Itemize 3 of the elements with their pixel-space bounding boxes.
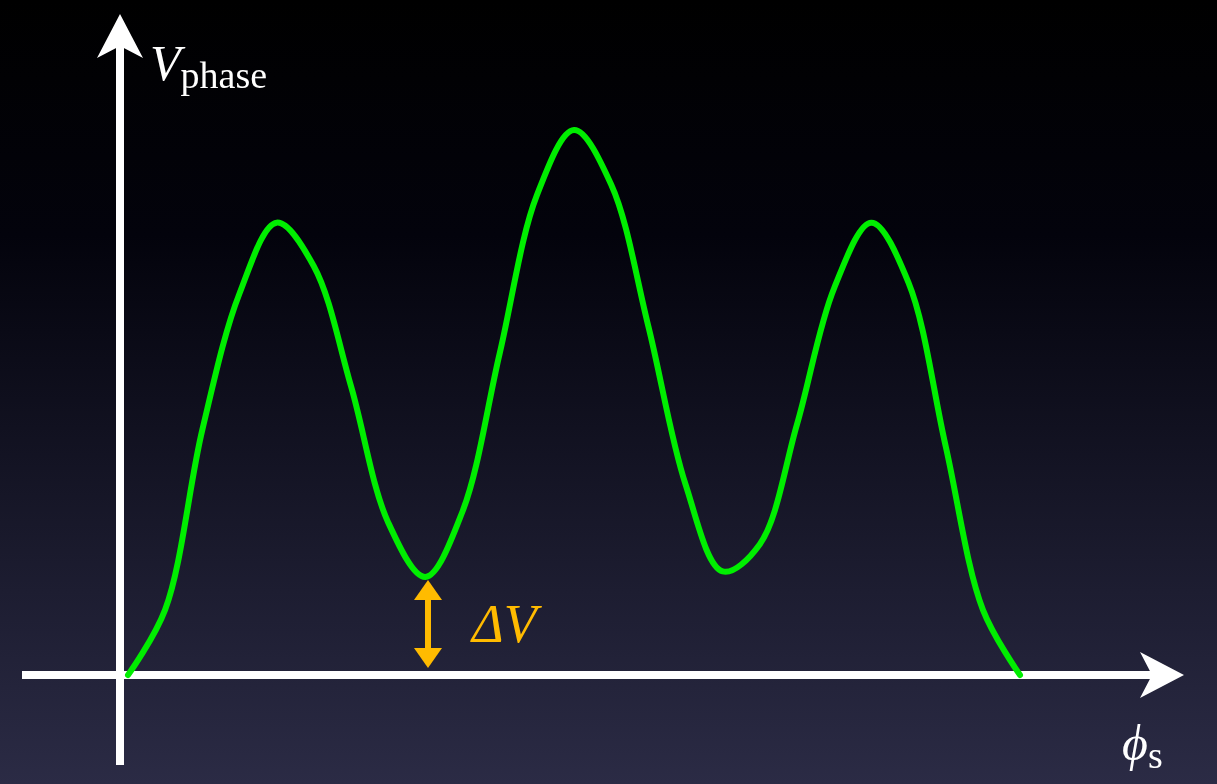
x-axis-title: ϕ$_{s}$ <box>1122 715 1163 776</box>
annotation: ΔV <box>470 594 543 654</box>
y-axis-title: V$_{phase}$ <box>150 35 268 96</box>
